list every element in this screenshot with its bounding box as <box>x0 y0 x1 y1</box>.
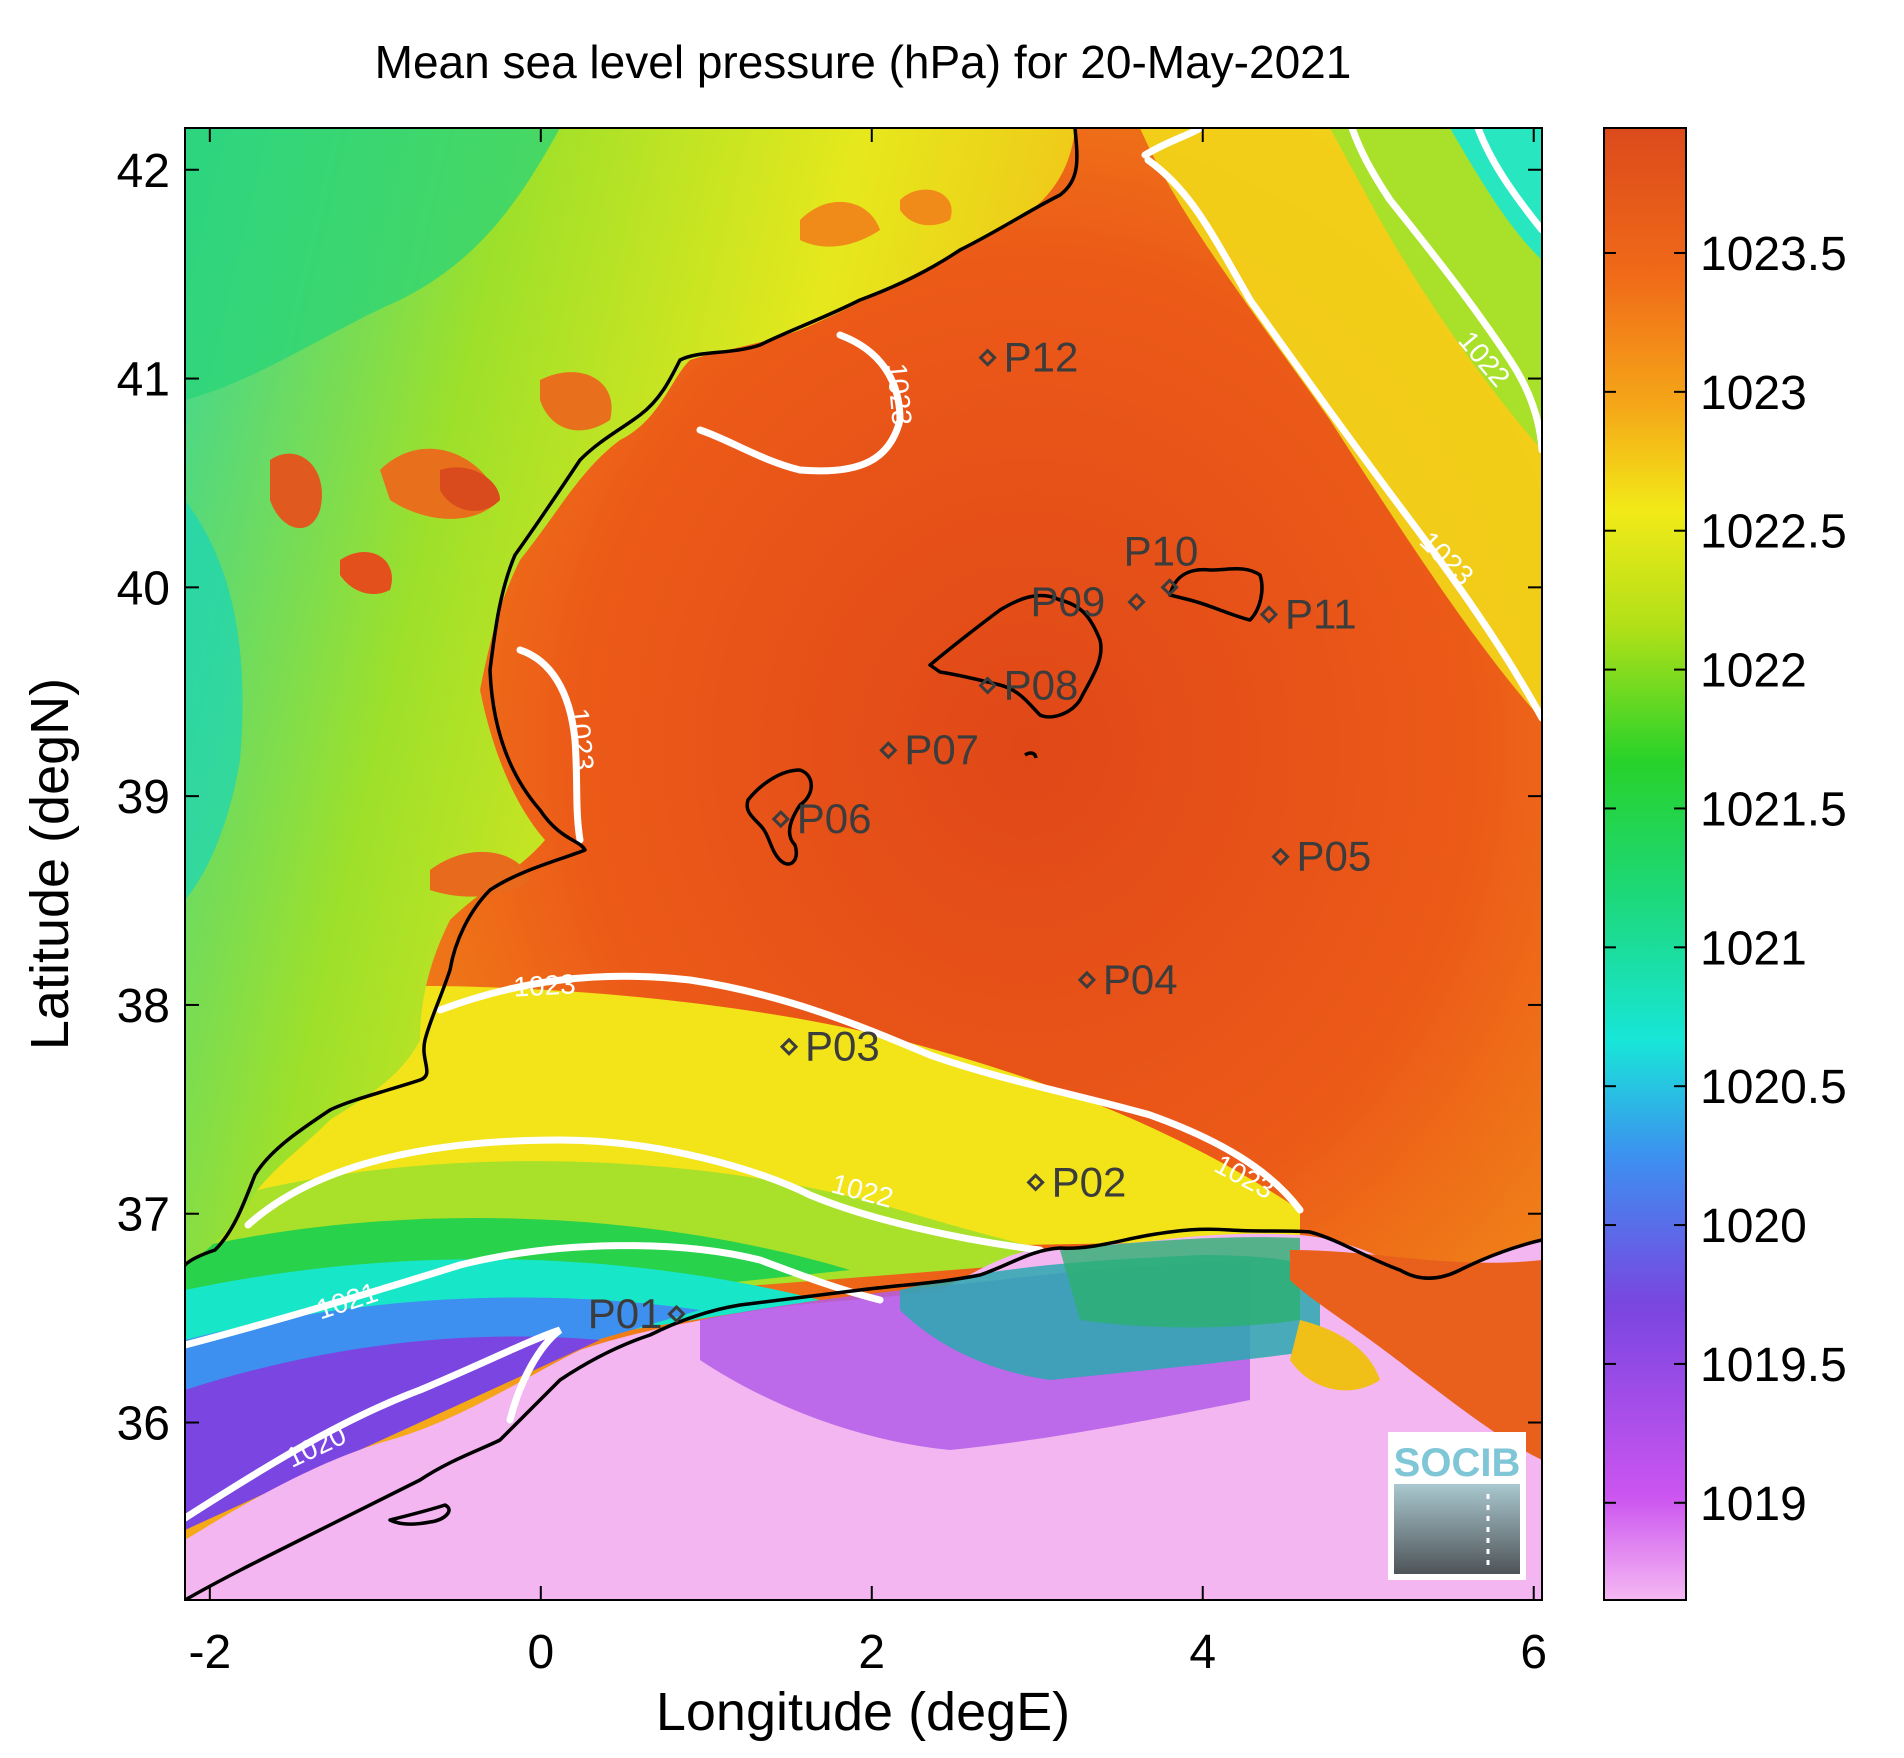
stations-layer: P01 P02 P03 P04 P05 P06 P07 P08 P09 P10 P11 P12 <box>588 334 1371 1337</box>
station-marker <box>771 809 790 829</box>
y-tick-label: 41 <box>117 354 170 407</box>
station-label: P05 <box>1297 833 1372 880</box>
colorbar-tick-label: 1023 <box>1700 367 1807 420</box>
station-p01[interactable]: P01 <box>588 1290 686 1337</box>
contour-1023-northeast <box>1141 128 1542 722</box>
station-p07[interactable]: P07 <box>879 726 979 773</box>
station-p04[interactable]: P04 <box>1077 956 1178 1003</box>
station-marker <box>879 741 898 760</box>
station-label: P11 <box>1285 590 1357 637</box>
contour-1023-west-loop <box>516 646 584 844</box>
y-tick-label: 39 <box>117 771 170 824</box>
x-tick-label: 4 <box>1189 1626 1216 1679</box>
coastline-cabrera <box>1024 751 1038 759</box>
coastlines <box>185 128 1542 1600</box>
x-tick-label: 0 <box>527 1626 554 1679</box>
contour-label-1023-west: 1023 <box>563 707 599 772</box>
station-p12[interactable]: P12 <box>978 334 1079 381</box>
colorbar-tick-label: 1020.5 <box>1700 1061 1847 1114</box>
contour-1021 <box>185 1242 884 1349</box>
x-axis-ticks: -2 0 2 4 6 <box>188 128 1547 1679</box>
station-p11[interactable]: P11 <box>1259 590 1357 637</box>
plot-frame <box>184 127 1543 1601</box>
coastline-menorca <box>1168 567 1264 622</box>
y-axis-label: Latitude (degN) <box>20 678 80 1050</box>
colorbar-tick-label: 1023.5 <box>1700 228 1847 281</box>
y-tick-label: 38 <box>117 980 170 1033</box>
station-marker <box>978 676 997 695</box>
contour-1023-south <box>436 972 1304 1214</box>
station-marker <box>1077 970 1097 990</box>
colorbar-tick-label: 1021.5 <box>1700 783 1847 836</box>
station-marker <box>978 348 997 367</box>
station-label: P04 <box>1103 956 1178 1003</box>
colorbar-tick-label: 1019.5 <box>1700 1339 1847 1392</box>
colorbar-tick-label: 1022 <box>1700 645 1807 698</box>
socib-logo: SOCIB <box>1388 1432 1526 1580</box>
y-tick-label: 36 <box>117 1398 170 1451</box>
contour-1020 <box>185 1326 563 1522</box>
station-label: P12 <box>1004 334 1079 381</box>
station-marker <box>667 1304 686 1324</box>
station-label: P07 <box>904 726 979 773</box>
contour-1022-south <box>244 1136 1044 1254</box>
station-p09[interactable]: P09 <box>1031 578 1146 625</box>
station-label: P06 <box>797 795 872 842</box>
station-marker <box>1160 578 1179 597</box>
coastline-mallorca <box>928 593 1103 719</box>
station-marker <box>1127 592 1146 612</box>
station-marker <box>1259 605 1279 624</box>
contour-1023-north-loop <box>696 331 904 475</box>
station-p05[interactable]: P05 <box>1271 833 1372 880</box>
x-tick-label: -2 <box>188 1626 231 1679</box>
coastline-ibiza <box>745 768 813 866</box>
station-label: P02 <box>1052 1158 1127 1205</box>
station-marker <box>1026 1173 1045 1192</box>
station-p03[interactable]: P03 <box>779 1023 880 1070</box>
y-tick-label: 37 <box>117 1189 170 1242</box>
station-label: P10 <box>1124 527 1199 574</box>
station-p10[interactable]: P10 <box>1124 527 1199 597</box>
station-p06[interactable]: P06 <box>771 795 872 842</box>
station-label: P09 <box>1031 578 1106 625</box>
station-label: P08 <box>1004 661 1079 708</box>
socib-logo-text: SOCIB <box>1394 1441 1521 1485</box>
colorbar-tick-label: 1022.5 <box>1700 506 1847 559</box>
contour-label-1023-north: 1023 <box>881 362 917 427</box>
x-axis-label: Longitude (degE) <box>656 1682 1070 1742</box>
contour-far-northeast <box>1474 128 1542 234</box>
coastline-iberia <box>185 128 1079 1267</box>
station-label: P01 <box>588 1290 663 1337</box>
colorbar-ticks: 1019 1019.5 1020 1020.5 1021 1021.5 1022 1022.5… <box>1604 228 1847 1531</box>
colorbar <box>1603 127 1687 1601</box>
map-title: Mean sea level pressure (hPa) for 20-May… <box>375 36 1352 88</box>
station-p08[interactable]: P08 <box>978 661 1079 708</box>
station-marker <box>779 1037 799 1056</box>
coastline-north-africa <box>185 1227 1542 1600</box>
y-tick-label: 42 <box>117 145 170 198</box>
y-axis-ticks: 36 37 38 39 40 41 42 <box>117 145 1542 1451</box>
y-tick-label: 40 <box>117 562 170 615</box>
contour-1022-northeast <box>1348 128 1542 454</box>
x-tick-label: 6 <box>1520 1626 1547 1679</box>
x-tick-label: 2 <box>858 1626 885 1679</box>
colorbar-tick-label: 1019 <box>1700 1478 1807 1531</box>
colorbar-tick-label: 1021 <box>1700 922 1807 975</box>
colorbar-tick-label: 1020 <box>1700 1200 1807 1253</box>
station-label: P03 <box>805 1023 880 1070</box>
contour-label-1023-south: 1023 <box>513 968 577 1002</box>
station-p02[interactable]: P02 <box>1026 1158 1127 1205</box>
pressure-contours <box>185 128 1542 1522</box>
station-marker <box>1271 847 1290 866</box>
coastline-alboran <box>388 1503 451 1526</box>
